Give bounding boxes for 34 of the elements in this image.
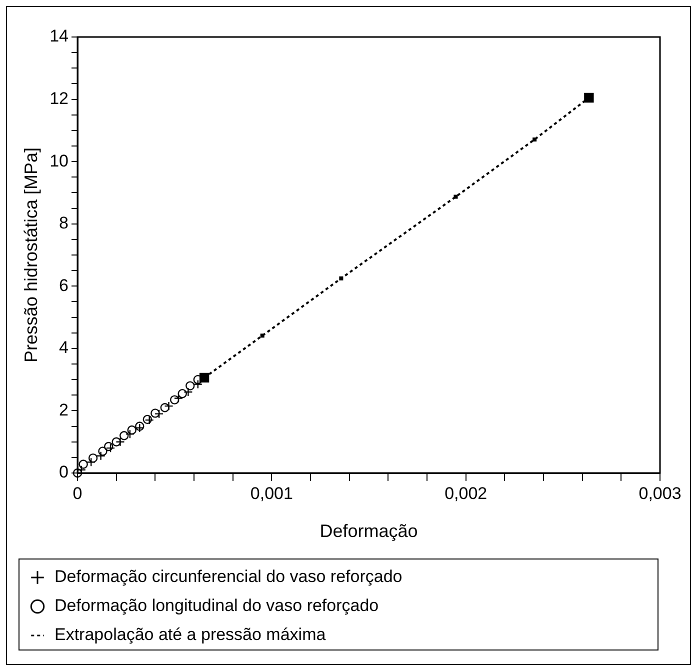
point bbox=[454, 194, 458, 199]
y-tick-label: 8 bbox=[59, 214, 69, 233]
point bbox=[150, 408, 160, 418]
point bbox=[178, 388, 187, 398]
y-tick-label: 12 bbox=[50, 88, 69, 108]
point bbox=[98, 446, 108, 456]
legend-label: Extrapolação até a pressão máxima bbox=[54, 625, 326, 644]
x-tick-label: 0,003 bbox=[638, 484, 682, 503]
y-tick-label: 6 bbox=[59, 276, 69, 295]
point bbox=[88, 453, 98, 463]
point bbox=[193, 374, 202, 384]
point bbox=[112, 437, 121, 446]
y-tick-label: 4 bbox=[59, 338, 69, 358]
y-tick-label: 10 bbox=[50, 151, 69, 170]
point bbox=[120, 431, 129, 440]
x-tick-label: 0,002 bbox=[444, 484, 488, 503]
y-tick-label: 0 bbox=[59, 462, 69, 482]
y-axis-title: Pressão hidrostática [MPa] bbox=[20, 147, 41, 363]
point bbox=[260, 334, 264, 338]
point bbox=[127, 425, 136, 435]
point bbox=[160, 403, 170, 412]
legend-label: Deformação circunferencial do vaso reforçado bbox=[54, 567, 402, 586]
y-tick-label: 2 bbox=[59, 400, 69, 420]
legend-label: Deformação longitudinal do vaso reforçado bbox=[54, 596, 379, 616]
y-tick-label: 14 bbox=[50, 26, 69, 46]
point bbox=[186, 381, 195, 390]
point bbox=[78, 460, 88, 469]
point bbox=[184, 387, 193, 397]
point bbox=[170, 395, 180, 404]
point bbox=[532, 137, 537, 142]
point bbox=[339, 276, 344, 280]
x-tick-label: 0,001 bbox=[250, 484, 293, 503]
x-axis-title: Deformação bbox=[320, 521, 418, 542]
x-tick-label: 0 bbox=[72, 484, 82, 503]
